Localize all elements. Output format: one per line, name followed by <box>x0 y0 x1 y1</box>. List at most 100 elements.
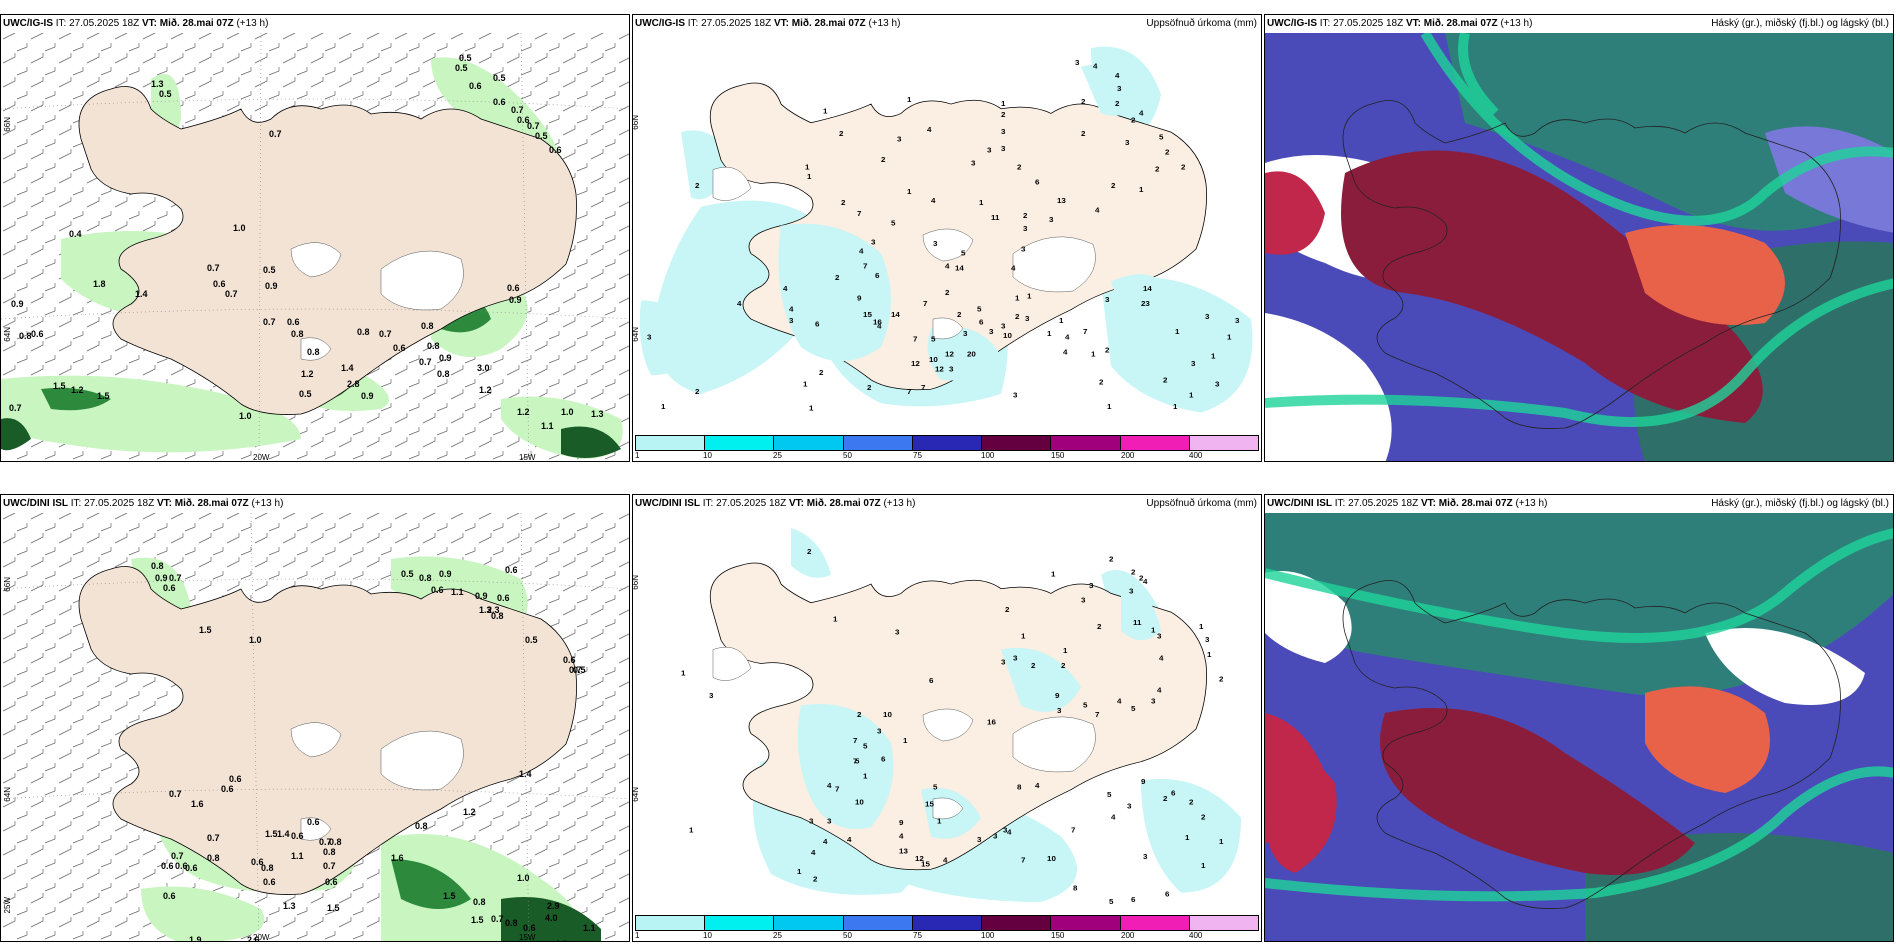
precip-value-label: 7 <box>1095 710 1099 719</box>
precip-value-label: 5 <box>891 219 896 228</box>
precip-value-label: 1 <box>1211 352 1216 361</box>
precip-value-label: 0.6 <box>493 97 506 107</box>
precip-value-label: 4 <box>1139 109 1144 118</box>
precip-value-label: 6 <box>881 755 886 764</box>
colorbar-swatch <box>636 916 706 930</box>
lat-label-66n: 66N <box>3 577 12 592</box>
precip-value-label: 3 <box>1023 224 1028 233</box>
model-source: UWC/IG-IS <box>1267 18 1317 29</box>
precip-value-label: 0.5 <box>525 635 538 645</box>
precip-value-label: 9 <box>1055 691 1060 700</box>
precip-value-label: 3 <box>1013 391 1018 400</box>
colorbar-tick: 200 <box>1121 451 1135 460</box>
precip-value-label: 2 <box>1165 148 1169 157</box>
precip-value-label: 0.6 <box>291 831 304 841</box>
precip-value-label: 0.7 <box>319 837 332 847</box>
precip-value-label: 2 <box>1017 163 1021 172</box>
precip-value-label: 2.9 <box>547 901 560 911</box>
lat-label-64n: 64N <box>632 327 640 342</box>
precip-value-label: 2 <box>1115 99 1119 108</box>
precip-value-label: 5 <box>1083 701 1088 710</box>
high-cloud-contours <box>1265 528 1893 902</box>
precip-value-label: 1.3 <box>151 79 164 89</box>
high-cloud-contours <box>1265 33 1893 427</box>
precip-value-label: 0.6 <box>563 655 576 665</box>
model-source: UWC/DINI ISL <box>1267 498 1332 509</box>
wind-map-panel-dini: UWC/DINI ISL IT: 27.05.2025 18Z VT: Mið.… <box>0 494 630 942</box>
precip-value-label: 2 <box>1163 794 1167 803</box>
precip-value-label: 1 <box>979 198 984 207</box>
precip-value-label: 2 <box>1105 346 1109 355</box>
colorbar-swatch <box>705 436 775 450</box>
precip-value-label: 3 <box>1001 322 1006 331</box>
precip-value-label: 4 <box>1157 686 1162 695</box>
precip-value-label: 7 <box>1083 327 1087 336</box>
model-source: UWC/DINI ISL <box>635 498 700 509</box>
colorbar-tick: 200 <box>1121 931 1135 940</box>
precip-value-label: 6 <box>875 271 880 280</box>
precip-value-label: 0.8 <box>357 327 370 337</box>
precip-value-label: 3 <box>1143 852 1148 861</box>
precip-value-label: 1 <box>1091 350 1096 359</box>
precip-value-label: 0.6 <box>213 279 226 289</box>
grid-lines <box>1 33 629 461</box>
precip-value-label: 1.4 <box>341 363 354 373</box>
precip-value-label: 1.5 <box>265 829 278 839</box>
precip-value-label: 7 <box>1021 856 1025 865</box>
precip-value-label: 5 <box>931 335 936 344</box>
colorbar-tick: 75 <box>913 931 922 940</box>
panel-title: Uppsöfnuð úrkoma (mm) <box>1146 18 1257 29</box>
colorbar-swatch <box>774 436 844 450</box>
precip-value-label: 14 <box>1143 284 1153 293</box>
precip-value-label: 1 <box>937 817 942 826</box>
precip-value-label: 2 <box>1015 312 1019 321</box>
precip-value-label: 1.4 <box>277 829 290 839</box>
lon-label-15w: 15W <box>519 453 536 462</box>
precip-value-label: 1.3 <box>283 901 296 911</box>
colorbar-tick: 75 <box>913 451 922 460</box>
precip-value-label: 14 <box>891 310 901 319</box>
valid-time: VT: Mið. 28.mai 07Z <box>1420 498 1513 509</box>
lat-label-64n: 64N <box>3 787 12 802</box>
precip-value-label: 2 <box>807 547 811 556</box>
lon-label-25w: 25W <box>3 897 12 914</box>
precip-value-label: 4 <box>1159 654 1164 663</box>
precip-value-label: 0.7 <box>225 289 238 299</box>
coastline-outline <box>1342 100 1841 429</box>
precip-value-label: 3 <box>1075 58 1080 67</box>
colorbar-tick: 1 <box>635 451 640 460</box>
colorbar-swatch <box>1051 916 1121 930</box>
precip-value-label: 2 <box>1189 798 1193 807</box>
precip-value-label: 3 <box>897 135 902 144</box>
precip-value-label: 4 <box>899 832 904 841</box>
precip-value-label: 0.8 <box>329 837 342 847</box>
precip-value-labels: 0.80.70.90.60.5 0.8 0.90.6 1.10.60.9 0.61.32… <box>151 561 596 941</box>
colorbar-tick: 50 <box>843 931 852 940</box>
precip-value-label: 7 <box>853 736 857 745</box>
wind-map-panel-igis: UWC/IG-IS IT: 27.05.2025 18Z VT: Mið. 28… <box>0 14 630 462</box>
colorbar-swatch <box>912 436 983 450</box>
precip-value-label: 0.5 <box>159 89 172 99</box>
precip-value-label: 10 <box>855 798 864 807</box>
init-time: IT: 27.05.2025 18Z <box>702 498 787 509</box>
precip-value-label: 4 <box>1111 813 1116 822</box>
precip-value-label: 0.7 <box>171 851 184 861</box>
precip-value-label: 0.8 <box>207 853 220 863</box>
precip-value-label: 0.9 <box>475 591 488 601</box>
precip-value-label: 2 <box>957 310 961 319</box>
precip-value-label: 2 <box>1139 574 1143 583</box>
precip-value-label: 2 <box>1181 163 1185 172</box>
precip-value-label: 0.6 <box>229 774 242 784</box>
precip-value-label: 2 <box>1099 378 1103 387</box>
panel-header: UWC/DINI ISL IT: 27.05.2025 18Z VT: Mið.… <box>633 495 1261 513</box>
precip-value-label: 1.1 <box>583 923 596 933</box>
panel-title: Háský (gr.), miðský (fj.bl.) og lágský (… <box>1711 498 1889 509</box>
precip-value-label: 9 <box>1141 777 1146 786</box>
precip-value-label: 1 <box>1059 316 1064 325</box>
precip-value-label: 4 <box>789 305 794 314</box>
precip-value-label: 0.8 <box>323 847 336 857</box>
precip-value-label: 1 <box>803 380 808 389</box>
precip-value-label: 9 <box>899 818 904 827</box>
lat-label-66n: 66N <box>3 117 12 132</box>
precip-value-label: 3 <box>963 329 968 338</box>
